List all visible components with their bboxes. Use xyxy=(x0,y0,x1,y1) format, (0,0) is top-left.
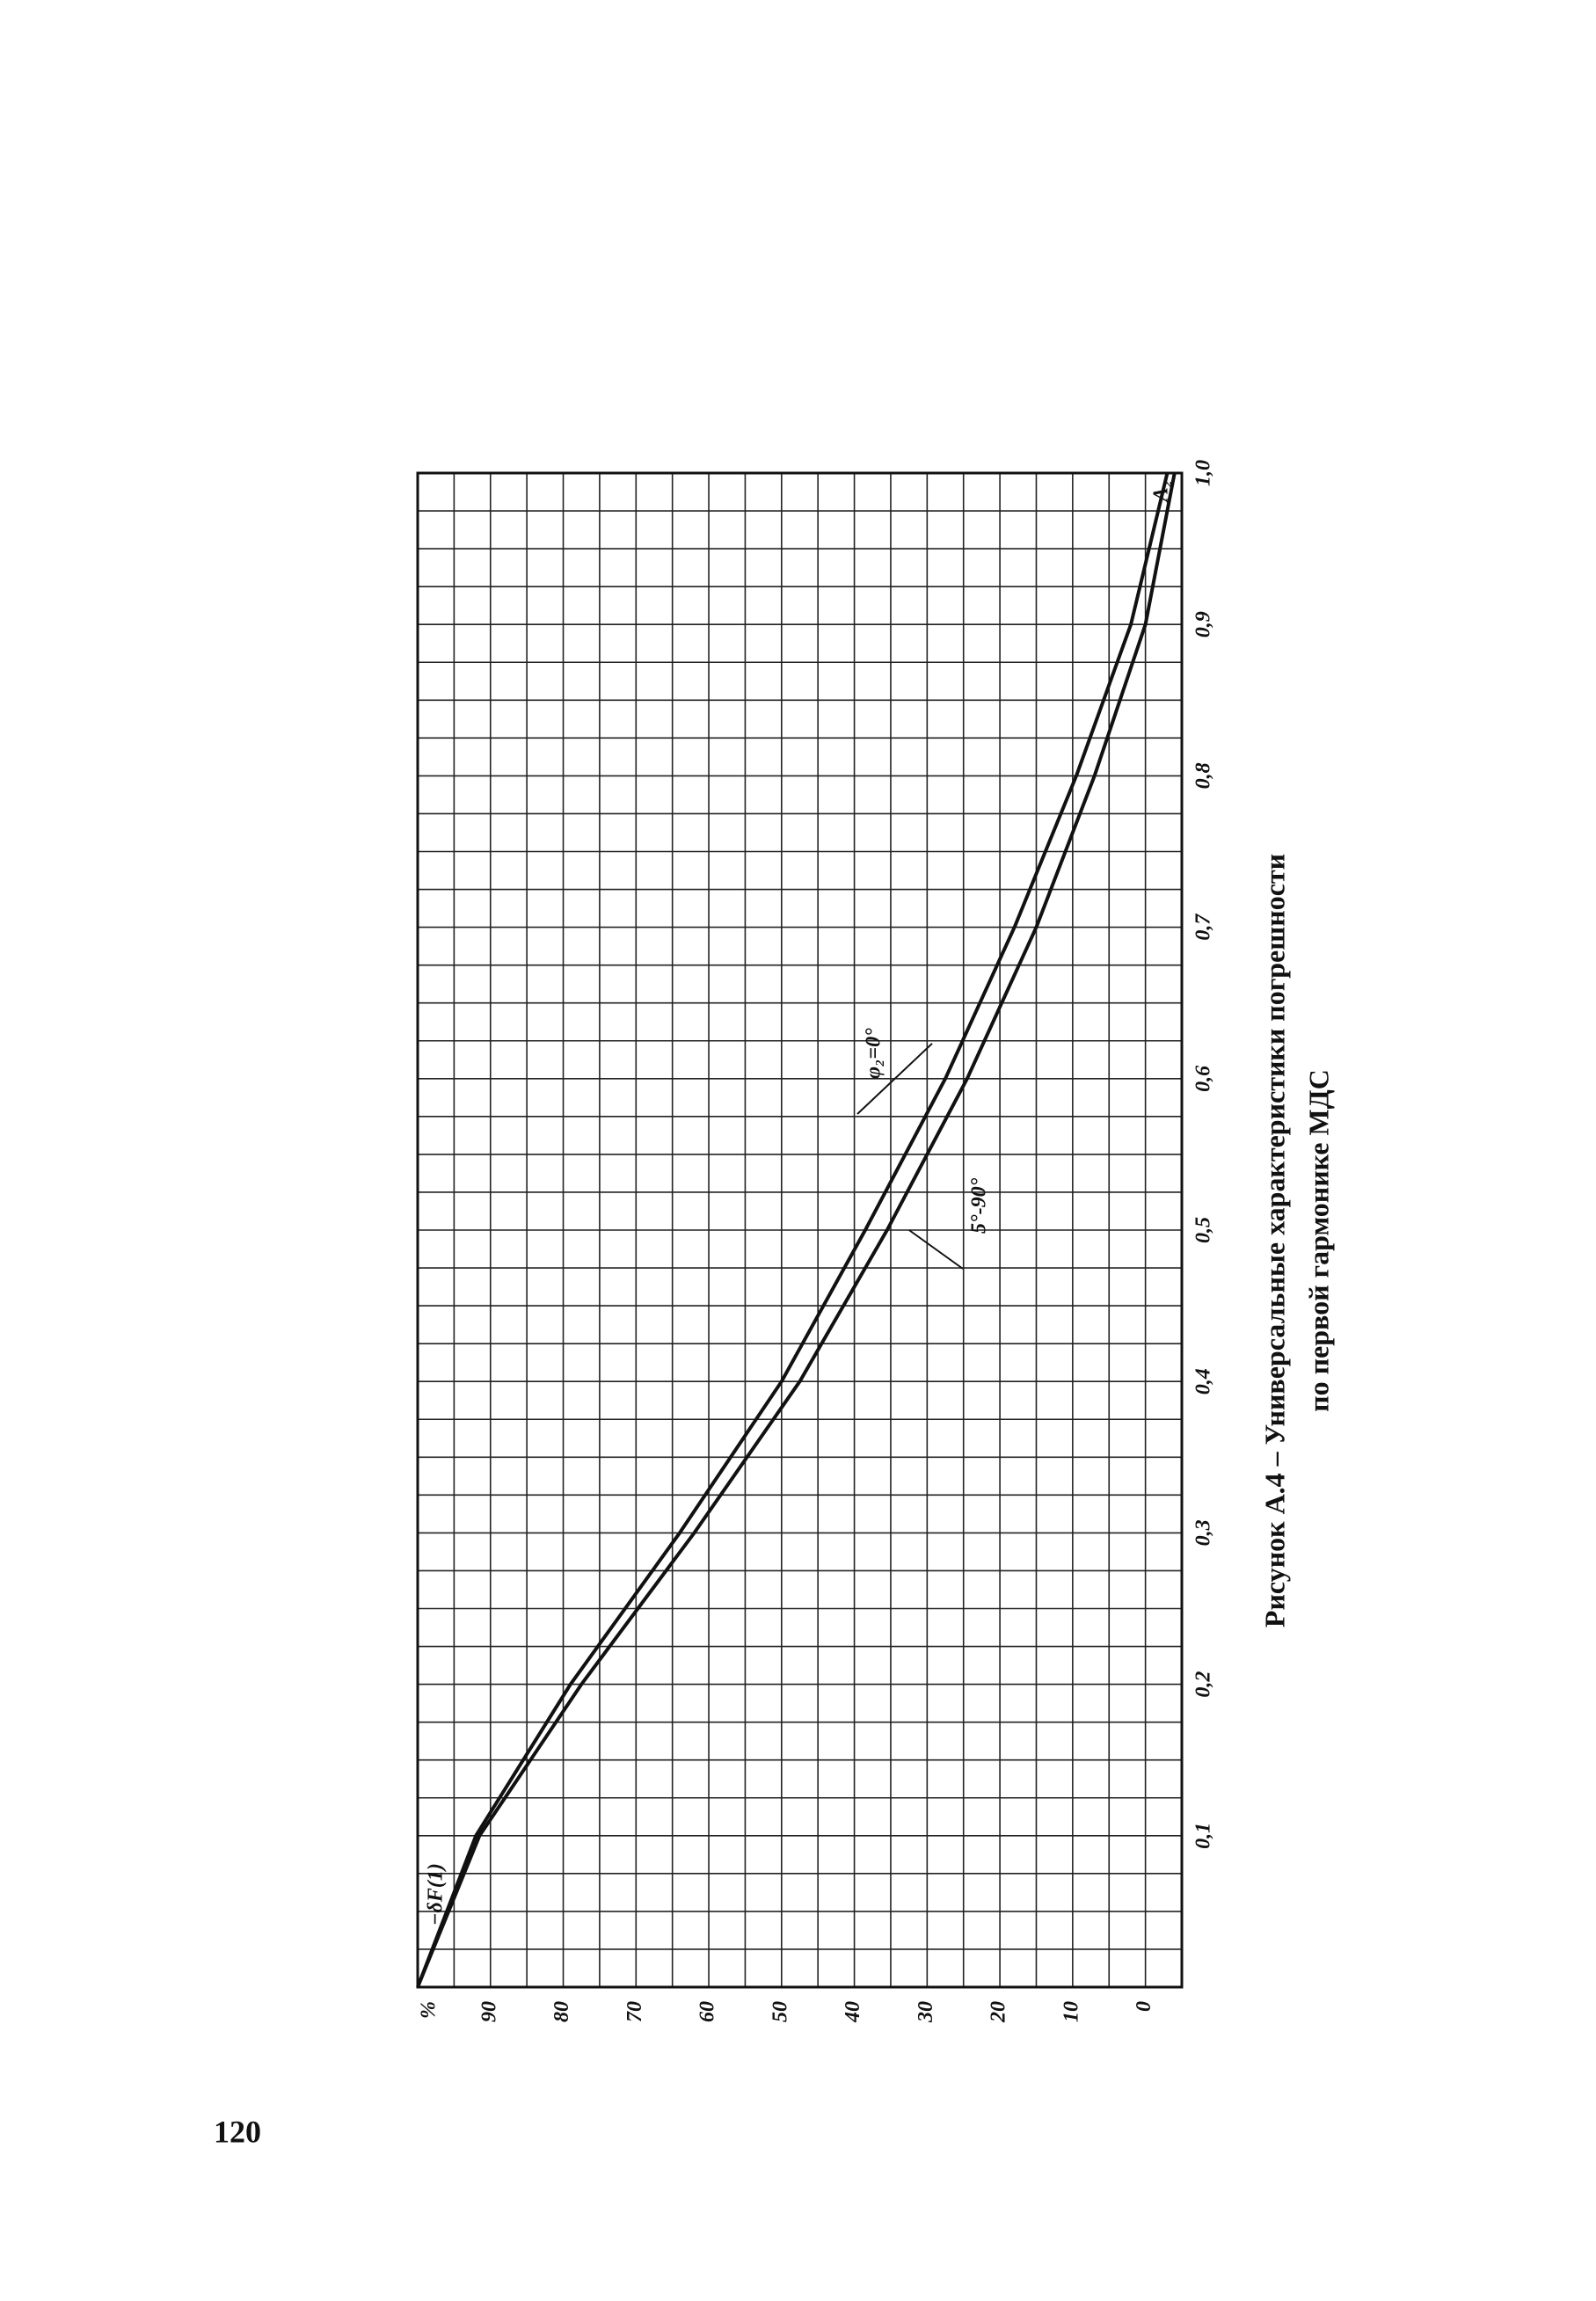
curve xyxy=(416,472,1170,1988)
y-tick-label: 20 xyxy=(987,2001,1010,2023)
page-number: 120 xyxy=(214,2114,261,2149)
x-tick-label: 0,5 xyxy=(1192,1217,1215,1243)
curve-label: φ₂=0° xyxy=(863,1028,885,1079)
caption-line: по первой гармонике МДС xyxy=(1302,1069,1334,1412)
y-tick-label: 40 xyxy=(842,2001,864,2023)
y-tick-label: 10 xyxy=(1060,2001,1082,2022)
x-tick-label: 0,2 xyxy=(1192,1671,1215,1698)
curve xyxy=(416,472,1177,1988)
y-tick-label: 60 xyxy=(696,2001,719,2022)
caption-line: Рисунок А.4 – Универсальные характеристи… xyxy=(1258,854,1290,1627)
chart: 0 10 20 30 40 50 60 70 80 90% 0,1 0,2 0,3 0,4 0,5 0,6 0,… xyxy=(416,460,1215,2023)
leader-line xyxy=(908,1229,964,1270)
x-tick-label: 0,4 xyxy=(1192,1368,1215,1394)
y-tick-label: 30 xyxy=(915,2001,937,2023)
y-tick-label: 0 xyxy=(1133,2001,1155,2012)
x-tick-label: 1,0 xyxy=(1192,460,1215,486)
x-tick-label: 0,3 xyxy=(1192,1519,1215,1546)
x-tick-label: 0,9 xyxy=(1192,611,1215,637)
y-tick-label: 80 xyxy=(550,2001,573,2022)
y-axis-label: % xyxy=(418,2001,441,2019)
plot-frame xyxy=(416,471,1184,1989)
x-tick-label: 0,7 xyxy=(1192,914,1215,941)
curve-label: 5°-90° xyxy=(968,1177,991,1234)
caption: Рисунок А.4 – Универсальные характеристи… xyxy=(1258,854,1334,1627)
x-tick-label: 0,1 xyxy=(1192,1823,1215,1849)
annotation: −δF(1) xyxy=(425,1863,448,1926)
x-tick-label: 0,6 xyxy=(1192,1066,1215,1092)
x-tick-label: 0,8 xyxy=(1192,762,1215,789)
leader-line xyxy=(856,1043,933,1115)
y-tick-label: 90 xyxy=(477,2001,500,2022)
y-tick-label: 70 xyxy=(623,2001,646,2022)
y-tick-label: 50 xyxy=(769,2001,791,2022)
